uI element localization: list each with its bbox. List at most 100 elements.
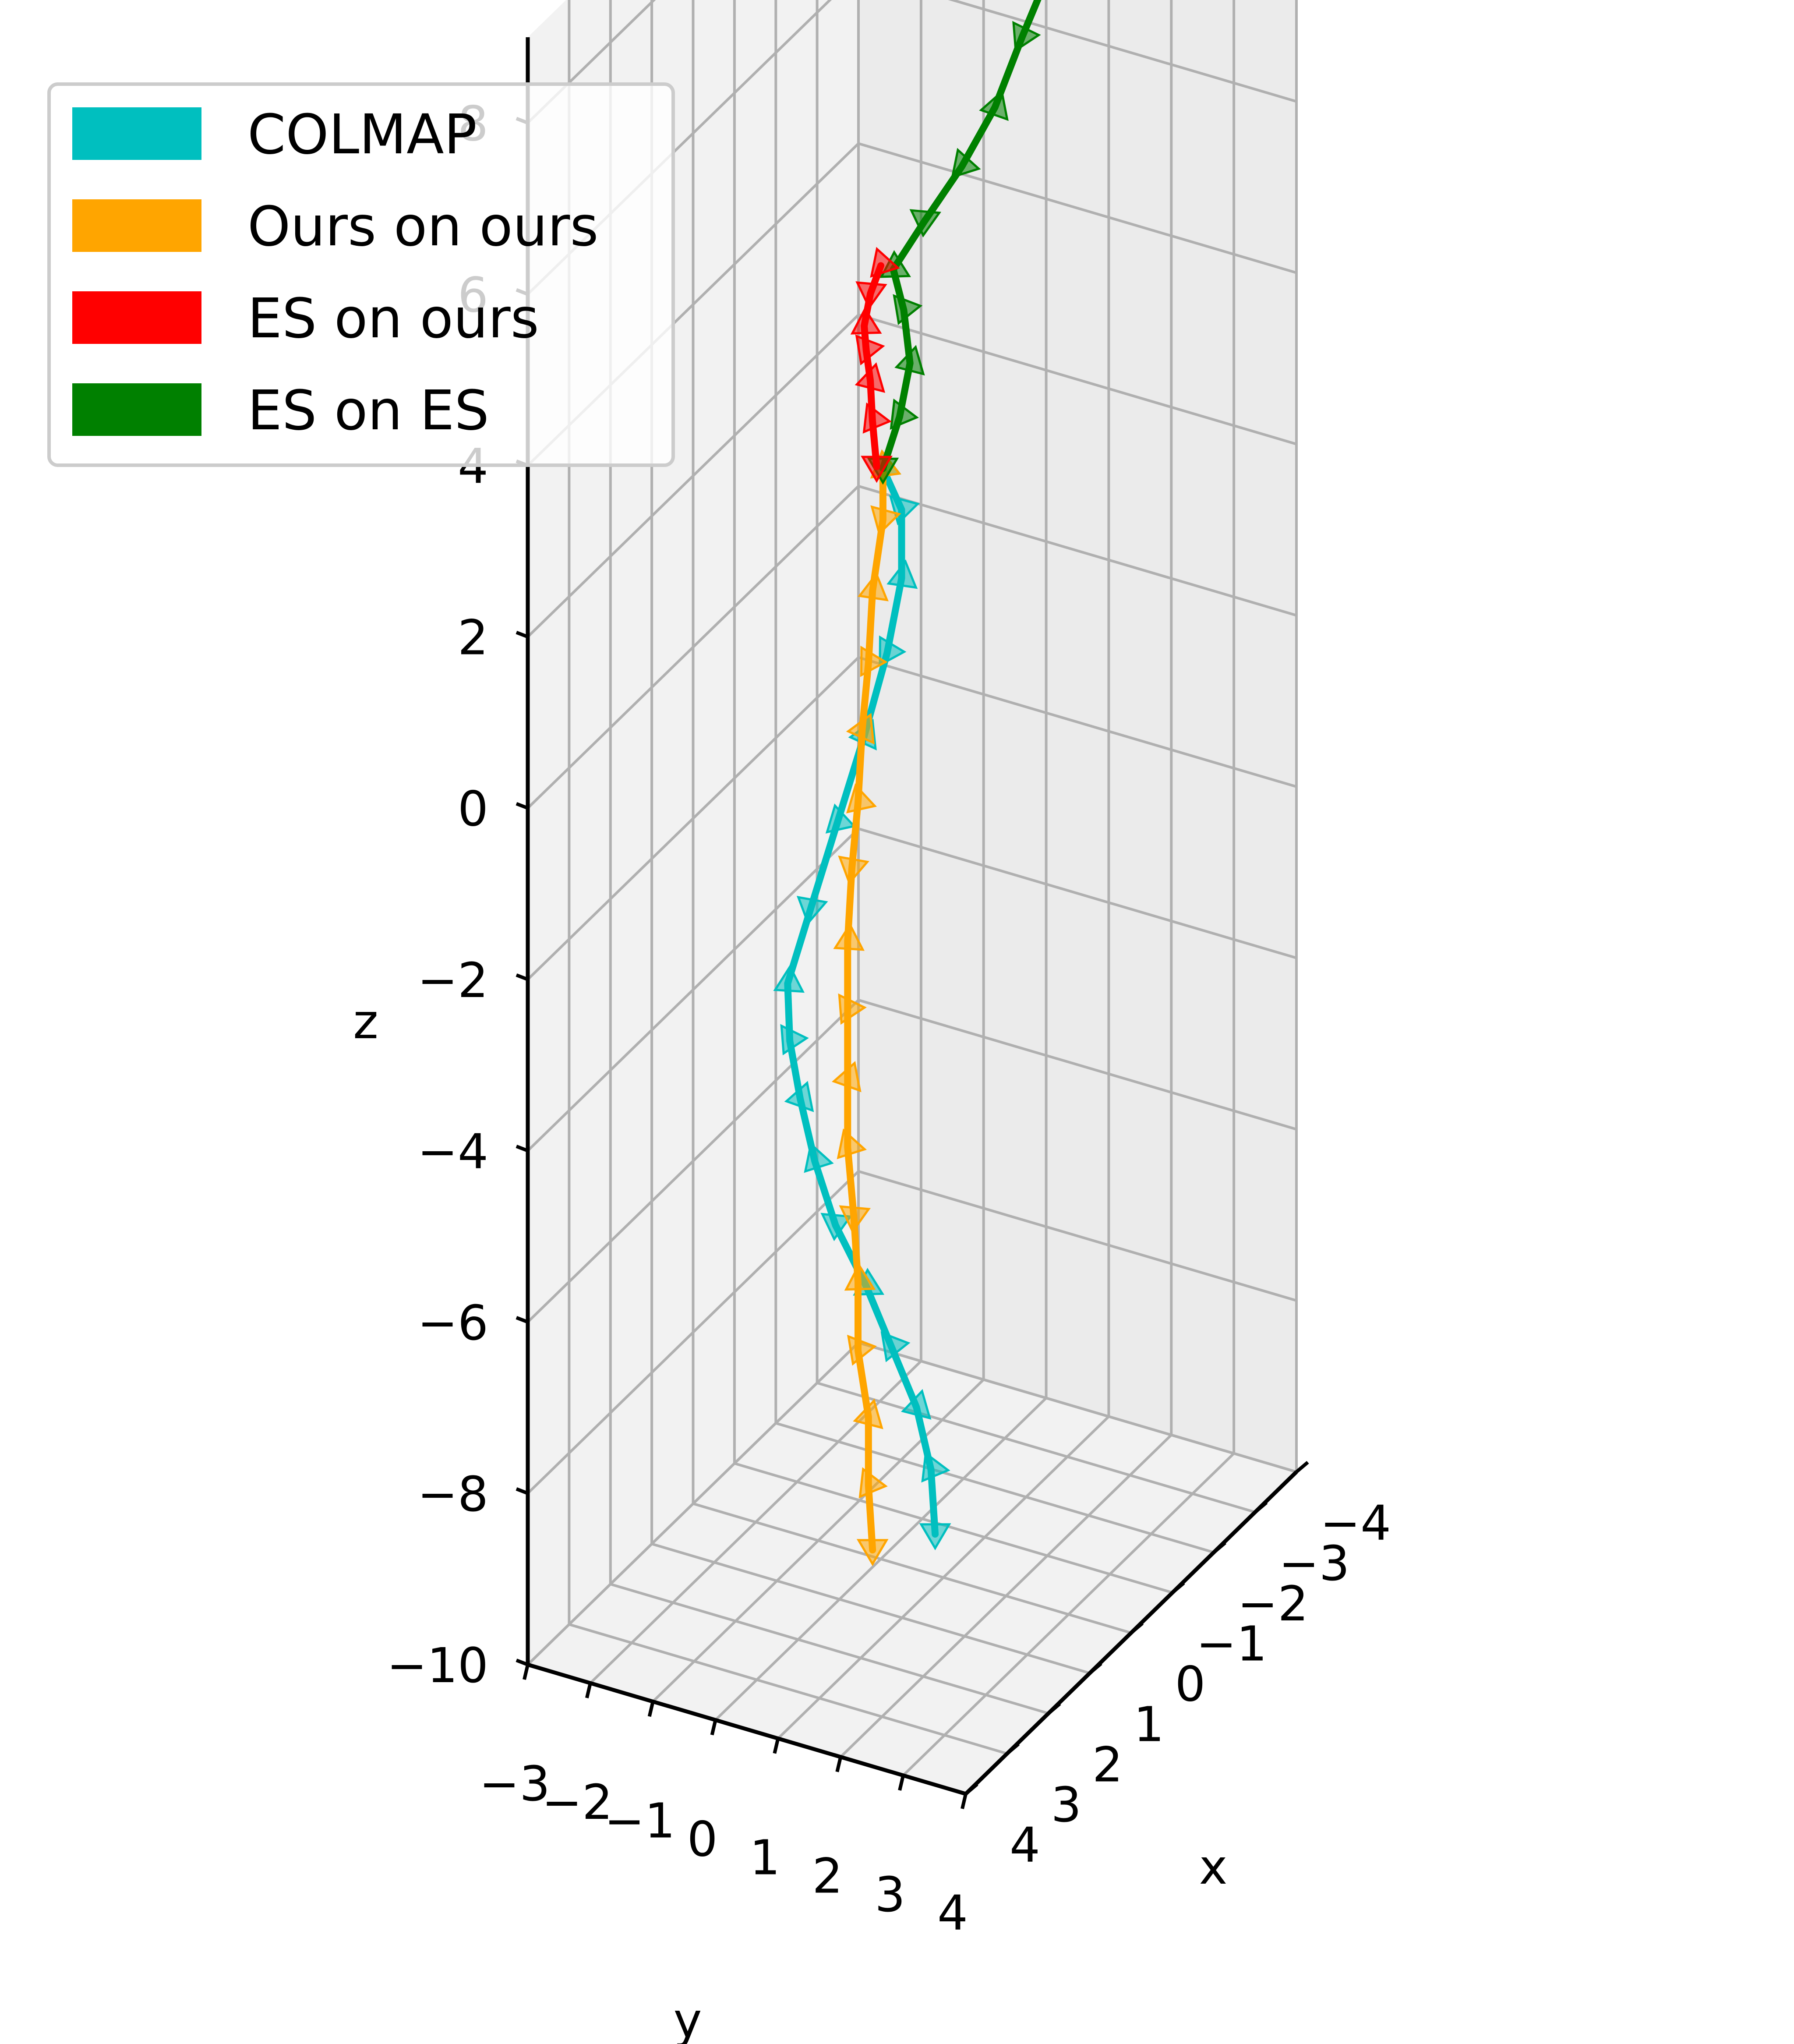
floor-gridline bbox=[692, 1502, 1132, 1634]
x-tick-label: 1 bbox=[1134, 1696, 1164, 1752]
y-tick-label: 2 bbox=[812, 1848, 843, 1904]
series-layer bbox=[773, 0, 1042, 1567]
x-tick-mark bbox=[1088, 1662, 1102, 1675]
camera-marker bbox=[855, 362, 886, 393]
y-tick-mark bbox=[961, 1793, 968, 1809]
y-tick-mark bbox=[585, 1683, 592, 1699]
z-tick-mark bbox=[516, 630, 529, 639]
back-gridline bbox=[858, 142, 1297, 274]
left-gridline bbox=[526, 828, 860, 1152]
camera-marker bbox=[844, 1262, 876, 1291]
legend-swatch-es-on-es bbox=[72, 383, 201, 436]
x-tick-label: 0 bbox=[1175, 1656, 1206, 1712]
camera-marker bbox=[825, 803, 856, 834]
floor-gridline bbox=[777, 1415, 1110, 1740]
y-tick-label: −1 bbox=[604, 1793, 675, 1849]
z-tick-mark bbox=[516, 802, 529, 810]
left-gridline bbox=[526, 1341, 860, 1666]
camera-marker bbox=[837, 1128, 867, 1160]
legend-label-es-on-es: ES on ES bbox=[247, 379, 489, 442]
x-tick-label: −3 bbox=[1279, 1535, 1350, 1591]
y-tick-label: 0 bbox=[687, 1811, 718, 1867]
z-axis-label: z bbox=[353, 994, 378, 1050]
x-tick-label: −4 bbox=[1320, 1495, 1391, 1551]
left-gridline bbox=[526, 0, 656, 124]
x-tick-label: 3 bbox=[1051, 1777, 1081, 1833]
camera-marker bbox=[870, 505, 901, 536]
camera-marker bbox=[979, 89, 1009, 121]
camera-marker bbox=[861, 456, 893, 483]
z-tick-mark bbox=[516, 1659, 529, 1666]
back-gridline bbox=[858, 1170, 1297, 1302]
series-ours-on-ours bbox=[832, 449, 901, 1567]
back-gridline bbox=[858, 999, 1297, 1131]
y-tick-mark bbox=[773, 1738, 780, 1754]
legend-swatch-colmap bbox=[72, 107, 201, 160]
camera-marker bbox=[846, 713, 875, 745]
z-tick-mark bbox=[516, 1316, 529, 1324]
camera-marker bbox=[856, 1539, 889, 1567]
y-tick-mark bbox=[710, 1719, 717, 1736]
y-axis-label: y bbox=[673, 1992, 702, 2044]
camera-marker bbox=[857, 572, 889, 601]
back-pane bbox=[858, 0, 1296, 1472]
floor-gridline bbox=[714, 1397, 1047, 1721]
legend: COLMAP Ours on ours ES on ours ES on ES bbox=[47, 82, 675, 467]
left-gridline bbox=[526, 999, 860, 1323]
camera-marker bbox=[846, 783, 877, 813]
floor-gridline bbox=[816, 1382, 1256, 1514]
camera-marker bbox=[847, 1334, 877, 1366]
camera-marker bbox=[780, 1024, 809, 1056]
floor-gridline bbox=[902, 1452, 1235, 1777]
y-tick-label: 3 bbox=[875, 1867, 905, 1923]
legend-item: Ours on ours bbox=[72, 195, 599, 258]
z-tick-label: 2 bbox=[458, 610, 488, 666]
camera-marker bbox=[784, 1081, 814, 1112]
y-tick-label: −3 bbox=[479, 1756, 550, 1812]
y-tick-mark bbox=[835, 1756, 843, 1772]
left-gridline bbox=[526, 656, 860, 980]
x-tick-mark bbox=[1212, 1541, 1226, 1554]
y-tick-mark bbox=[647, 1701, 655, 1717]
camera-marker bbox=[919, 1523, 951, 1551]
legend-item: ES on ours bbox=[72, 287, 539, 350]
legend-item: ES on ES bbox=[72, 379, 489, 442]
camera-marker bbox=[886, 559, 918, 589]
left-gridline bbox=[526, 314, 860, 638]
x-tick-label: −1 bbox=[1196, 1616, 1267, 1672]
camera-marker bbox=[839, 1205, 871, 1234]
x-tick-mark bbox=[964, 1782, 978, 1796]
z-tick-label: −10 bbox=[387, 1637, 488, 1694]
z-tick-label: −6 bbox=[417, 1295, 488, 1351]
camera-marker bbox=[880, 1331, 911, 1362]
back-gridline bbox=[858, 827, 1297, 959]
camera-marker bbox=[833, 922, 865, 951]
back-gridline bbox=[948, 0, 1297, 103]
legend-item: COLMAP bbox=[72, 103, 477, 166]
legend-label-ours-on-ours: Ours on ours bbox=[247, 195, 599, 258]
camera-marker bbox=[879, 635, 907, 667]
x-axis-label: x bbox=[1199, 1839, 1227, 1895]
camera-marker bbox=[855, 334, 885, 366]
series-es-on-es bbox=[867, 0, 1042, 485]
y-tick-mark bbox=[523, 1664, 530, 1680]
camera-marker bbox=[951, 148, 981, 179]
camera-marker bbox=[838, 993, 867, 1025]
camera-marker bbox=[858, 1467, 888, 1499]
left-gridline bbox=[526, 485, 860, 809]
x-tick-mark bbox=[1006, 1743, 1020, 1755]
camera-marker bbox=[870, 247, 900, 278]
camera-marker bbox=[832, 1061, 862, 1093]
y-tick-label: 1 bbox=[749, 1830, 780, 1886]
x-tick-label: 2 bbox=[1092, 1736, 1123, 1793]
camera-marker bbox=[890, 398, 919, 430]
z-tick-mark bbox=[516, 973, 529, 981]
camera-marker bbox=[901, 1389, 932, 1420]
camera-marker bbox=[853, 1398, 883, 1429]
floor-gridline bbox=[775, 1422, 1215, 1554]
floor-gridline bbox=[652, 1379, 985, 1703]
y-tick-mark bbox=[898, 1775, 905, 1791]
x-tick-label: 4 bbox=[1010, 1817, 1040, 1873]
camera-marker bbox=[804, 1142, 834, 1173]
